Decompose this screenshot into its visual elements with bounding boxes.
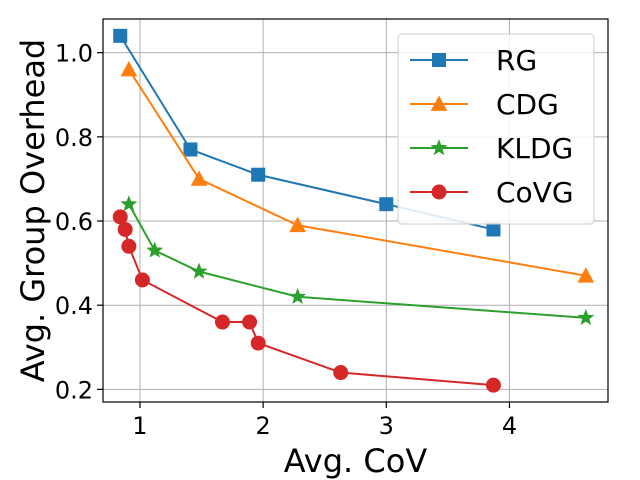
x-tick-label: 2: [255, 412, 270, 440]
series-covg: [112, 209, 501, 393]
data-point-kldg: [289, 287, 307, 304]
legend-marker: [430, 139, 448, 156]
data-point-covg: [117, 221, 133, 237]
legend: RG CDG KLDG CoVG: [397, 33, 595, 225]
data-point-kldg: [120, 195, 138, 212]
y-axis-ticks: 0.2 0.4 0.6 0.8 1.0: [55, 40, 103, 404]
y-tick-label: 0.2: [55, 376, 93, 404]
legend-label: RG: [496, 44, 537, 77]
legend-label: KLDG: [496, 132, 573, 165]
y-tick-label: 0.8: [55, 124, 93, 152]
data-point-covg: [250, 335, 266, 351]
legend-marker: [432, 53, 446, 67]
data-point-kldg: [190, 262, 208, 279]
data-point-rg: [251, 167, 266, 182]
data-point-cdg: [120, 60, 138, 77]
data-point-rg: [113, 28, 128, 43]
data-point-covg: [242, 314, 258, 330]
legend-label: CDG: [496, 88, 559, 121]
legend-marker: [430, 95, 448, 111]
x-tick-label: 4: [502, 412, 517, 440]
data-point-kldg: [577, 308, 595, 326]
data-point-cdg: [190, 170, 208, 186]
x-axis-label: Avg. CoV: [284, 442, 428, 480]
y-tick-label: 0.4: [55, 292, 93, 320]
legend-marker: [431, 184, 447, 200]
data-point-covg: [134, 272, 150, 288]
data-point-covg: [112, 209, 128, 225]
data-point-rg: [379, 197, 394, 212]
y-axis-label: Avg. Group Overhead: [14, 39, 52, 383]
data-point-cdg: [289, 216, 306, 233]
y-tick-label: 0.6: [55, 208, 93, 236]
data-point-kldg: [146, 241, 164, 258]
plot-frame: [102, 18, 609, 403]
legend-item-rg: RG: [410, 44, 537, 77]
legend-box: [397, 33, 595, 225]
series-line-covg: [119, 216, 494, 387]
series-kldg: [120, 195, 595, 326]
legend-item-covg: CoVG: [410, 176, 574, 209]
data-point-covg: [121, 238, 137, 254]
x-tick-label: 3: [379, 412, 394, 440]
x-axis-ticks: 1 2 3 4: [132, 402, 517, 440]
data-point-covg: [214, 314, 230, 330]
data-point-rg: [183, 142, 198, 157]
x-tick-label: 1: [132, 412, 147, 440]
legend-label: CoVG: [496, 176, 574, 209]
legend-item-kldg: KLDG: [410, 132, 573, 165]
data-point-cdg: [577, 267, 595, 283]
y-tick-label: 1.0: [55, 40, 93, 68]
legend-item-cdg: CDG: [410, 88, 559, 121]
series-cdg: [120, 60, 595, 283]
data-point-covg: [333, 365, 349, 381]
data-point-covg: [485, 377, 501, 393]
data-point-rg: [486, 222, 501, 237]
series-line-cdg: [128, 68, 587, 277]
